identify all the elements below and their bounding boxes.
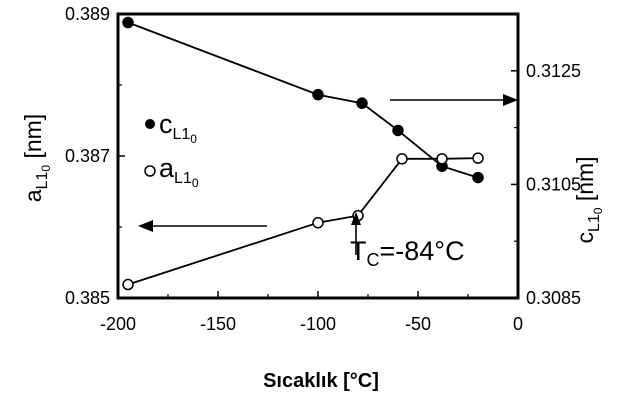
data-point-c_L10 bbox=[472, 171, 484, 184]
ticks: -200 -150 -100 -50 0 0.385 0.387 0.389 0.3085 0.3… bbox=[65, 4, 581, 334]
legend-label-c: cL10 bbox=[159, 109, 197, 146]
tc-annotation: TC=-84°C bbox=[350, 236, 465, 270]
series-line-c_L10 bbox=[127, 21, 479, 179]
axis-titles: aL10 [nm] cL10 [nm] Sıcaklık [°C] bbox=[20, 114, 605, 392]
data-point-a_L10 bbox=[122, 278, 134, 291]
series-line-a_L10 bbox=[127, 157, 479, 286]
data-point-c_L10 bbox=[392, 124, 404, 137]
y-left-tick-label: 0.387 bbox=[65, 146, 110, 166]
data-point-a_L10 bbox=[472, 152, 484, 164]
series-points bbox=[122, 16, 484, 291]
y-right-tick-label: 0.3105 bbox=[526, 174, 581, 194]
data-point-a_L10 bbox=[436, 153, 448, 165]
right-arrow-head bbox=[503, 94, 518, 106]
legend-marker-a bbox=[144, 165, 156, 177]
y-axis-right-title: cL10 [nm] bbox=[572, 156, 605, 243]
tc-arrow-head bbox=[351, 212, 361, 225]
y-right-tick-label: 0.3085 bbox=[526, 288, 581, 308]
x-axis-title: Sıcaklık [°C] bbox=[263, 370, 379, 392]
annotations: TC=-84°C bbox=[138, 94, 518, 270]
series-lines bbox=[127, 21, 479, 286]
x-tick-label: -100 bbox=[300, 314, 336, 334]
x-tick-label: -150 bbox=[200, 314, 236, 334]
data-point-a_L10 bbox=[396, 153, 408, 165]
data-point-c_L10 bbox=[122, 16, 134, 29]
data-point-c_L10 bbox=[312, 88, 324, 101]
y-axis-left-title: aL10 [nm] bbox=[20, 114, 53, 202]
left-arrow-head bbox=[138, 220, 153, 232]
data-point-c_L10 bbox=[356, 97, 368, 109]
x-tick-label: -50 bbox=[405, 314, 431, 334]
data-point-a_L10 bbox=[312, 216, 324, 229]
y-left-tick-label: 0.385 bbox=[65, 288, 110, 308]
y-right-tick-label: 0.3125 bbox=[526, 61, 581, 81]
legend-marker-c bbox=[145, 119, 155, 129]
y-left-tick-label: 0.389 bbox=[65, 4, 110, 24]
legend-label-a: aL10 bbox=[159, 153, 199, 190]
legend: cL10 aL10 bbox=[144, 109, 199, 190]
x-tick-label: 0 bbox=[513, 314, 523, 334]
x-tick-label: -200 bbox=[100, 314, 136, 334]
